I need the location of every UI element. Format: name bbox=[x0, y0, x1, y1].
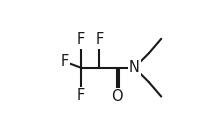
Text: F: F bbox=[60, 54, 68, 69]
Text: F: F bbox=[95, 32, 104, 47]
Text: F: F bbox=[77, 88, 85, 103]
Text: N: N bbox=[129, 60, 140, 75]
Text: O: O bbox=[111, 89, 123, 104]
Text: F: F bbox=[77, 32, 85, 47]
